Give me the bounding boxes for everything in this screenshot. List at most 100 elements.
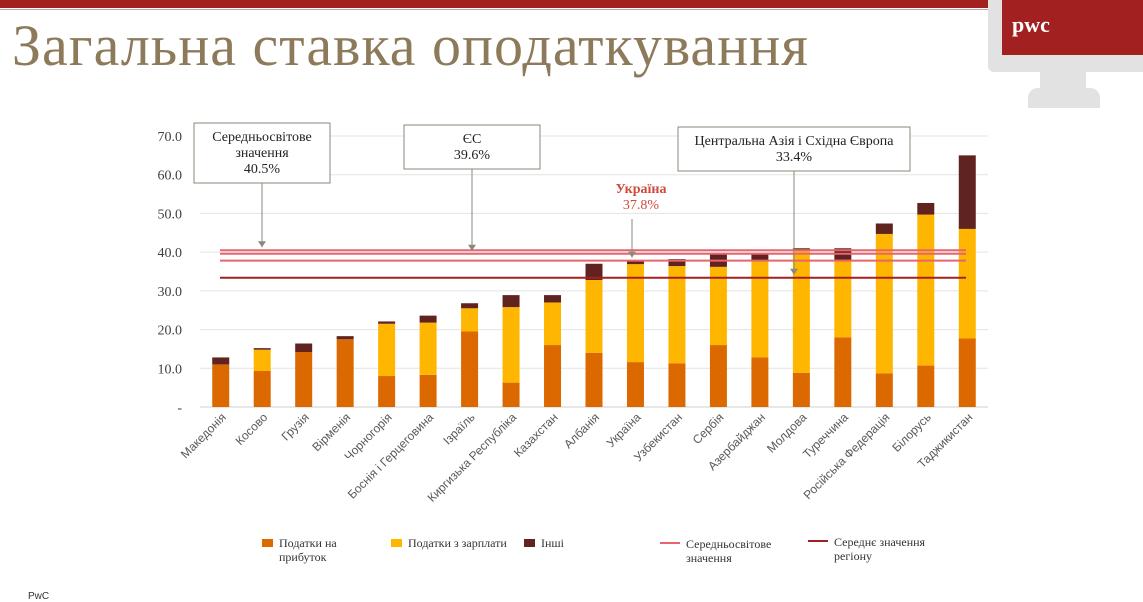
callout-arrowhead: [790, 268, 798, 275]
bar-segment: [544, 295, 562, 303]
x-tick-label: Косово: [233, 410, 271, 448]
bar-segment: [626, 362, 644, 407]
bar-segment: [419, 315, 437, 323]
callout-text: значення: [235, 146, 289, 161]
reference-lines: [220, 249, 966, 279]
bar-segment: [834, 259, 852, 338]
x-tick-label: Україна: [604, 410, 644, 450]
legend-swatch: [524, 539, 535, 547]
y-tick-label: 70.0: [158, 130, 183, 145]
legend-label: значення: [686, 551, 732, 565]
callout-text: 33.4%: [776, 150, 813, 165]
legend-item: Інші: [524, 536, 565, 550]
bar-segment: [792, 250, 810, 373]
bar-segment: [378, 376, 396, 407]
bar-segment: [295, 343, 313, 353]
legend-label: Інші: [541, 536, 565, 550]
bar-segment: [502, 295, 520, 308]
bar-segment: [751, 260, 769, 358]
legend-item: Податки з зарплати: [391, 536, 507, 550]
callout-box: [677, 126, 911, 172]
x-tick-label: Ізраїль: [440, 410, 477, 447]
legend-label: Податки з зарплати: [408, 536, 507, 550]
callout-text: ЄС: [463, 132, 482, 147]
callout-box: [403, 124, 541, 170]
bar-segment: [253, 348, 271, 350]
legend-label: регіону: [834, 549, 872, 563]
bar-segment: [585, 352, 603, 407]
bar-segment: [917, 214, 935, 366]
monitor-base: [1028, 88, 1100, 108]
legend-label: Середньосвітове: [686, 537, 771, 551]
callout-arrowhead: [628, 251, 636, 258]
callout-arrowhead: [258, 241, 266, 248]
bar-segment: [917, 202, 935, 215]
bar-segment: [585, 263, 603, 281]
callout-text: 37.8%: [623, 198, 660, 213]
x-tick-label: Македонія: [178, 410, 229, 461]
y-tick-label: 10.0: [158, 362, 183, 377]
bars: [212, 155, 976, 407]
bar-segment: [378, 321, 396, 324]
legend-swatch: [262, 539, 273, 547]
y-axis: - 10.0 20.0 30.0 40.0 50.0 60.0 70.0: [158, 130, 988, 416]
bar-segment: [461, 331, 479, 407]
bar-segment: [378, 323, 396, 377]
bar-segment: [212, 357, 230, 365]
pwc-logo: pwc: [988, 0, 1143, 110]
callout-text: 40.5%: [244, 162, 281, 177]
callout-arrowhead: [468, 244, 476, 251]
legend-label: прибуток: [279, 550, 327, 564]
bar-segment: [668, 259, 686, 267]
bar-segment: [709, 266, 727, 346]
y-tick-label: 50.0: [158, 207, 183, 222]
bar-segment: [751, 253, 769, 261]
bar-segment: [751, 357, 769, 407]
bar-segment: [668, 266, 686, 364]
y-tick-label: 20.0: [158, 324, 183, 339]
legend-swatch: [391, 539, 402, 547]
bar-segment: [419, 374, 437, 407]
bar-segment: [502, 307, 520, 383]
bar-segment: [253, 349, 271, 371]
y-tick-label: 40.0: [158, 246, 183, 261]
bar-segment: [668, 363, 686, 407]
bar-segment: [958, 228, 976, 339]
bar-segment: [834, 337, 852, 407]
x-axis: Македонія Косово ГрузіяВірменіяЧорногоріяБ…: [178, 410, 975, 505]
bar-segment: [917, 365, 935, 407]
footer-brand: PwC: [28, 591, 50, 602]
bar-segment: [212, 364, 230, 407]
legend-label: Середнє значення: [834, 535, 926, 549]
bar-segment: [958, 155, 976, 229]
bar-segment: [626, 264, 644, 363]
bar-segment: [544, 302, 562, 346]
top-accent-line: [0, 9, 990, 10]
bar-segment: [419, 322, 437, 375]
bar-segment: [336, 336, 354, 340]
y-tick-label: -: [177, 401, 182, 416]
x-tick-label: Грузія: [279, 410, 312, 443]
page-title: Загальна ставка оподаткування: [12, 13, 809, 78]
bar-segment: [626, 260, 644, 265]
bar-segment: [336, 339, 354, 407]
callout-text: Центральна Азія і Східна Європа: [695, 134, 895, 149]
bar-segment: [461, 303, 479, 309]
bar-segment: [709, 345, 727, 407]
x-tick-label: Албанія: [561, 410, 602, 451]
monitor-stand: [1040, 72, 1086, 90]
callout-text: Середньосвітове: [212, 130, 312, 145]
bar-segment: [544, 345, 562, 407]
callout-box: [193, 122, 331, 184]
bar-segment: [875, 233, 893, 374]
callout-text: Україна: [616, 182, 667, 197]
bar-segment: [875, 373, 893, 407]
bar-segment: [253, 370, 271, 407]
